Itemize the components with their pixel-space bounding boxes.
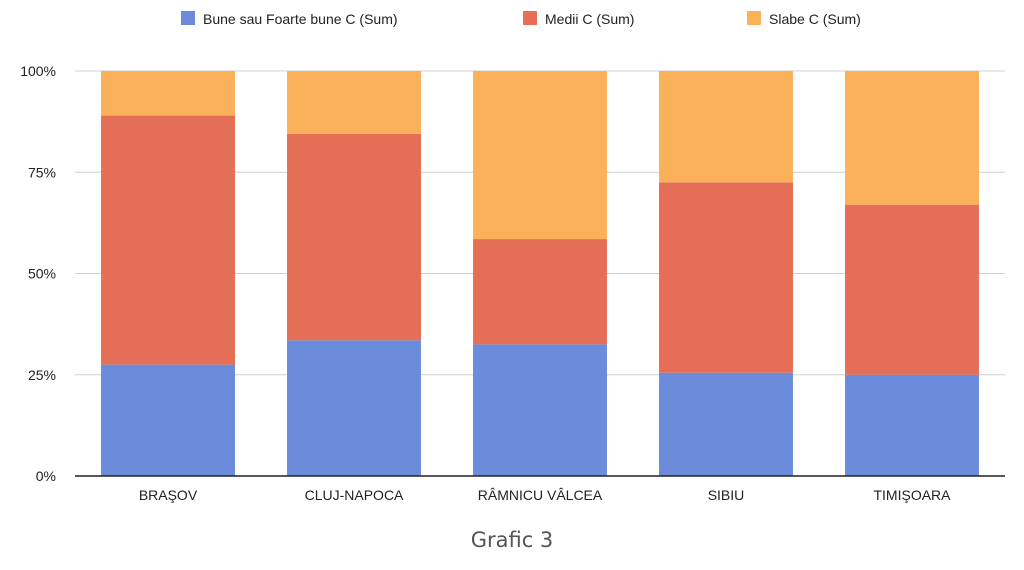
bar-segment-good bbox=[473, 344, 607, 476]
legend: Bune sau Foarte bune C (Sum) Medii C (Su… bbox=[181, 11, 861, 27]
figure-caption: Grafic 3 bbox=[470, 528, 554, 552]
y-tick-label: 50% bbox=[28, 266, 56, 282]
x-category-label: TIMIŞOARA bbox=[873, 487, 951, 503]
legend-swatch-weak bbox=[747, 11, 761, 25]
x-axis-category-labels: BRAŞOV CLUJ-NAPOCA RÂMNICU VÂLCEA SIBIU TIMI… bbox=[139, 487, 951, 503]
bar-segment-good bbox=[101, 364, 235, 476]
stacked-bar-chart: Bune sau Foarte bune C (Sum) Medii C (Su… bbox=[20, 11, 1005, 503]
y-tick-label: 100% bbox=[20, 63, 56, 79]
legend-item-good: Bune sau Foarte bune C (Sum) bbox=[181, 11, 398, 27]
legend-swatch-medium bbox=[523, 11, 537, 25]
legend-label-good: Bune sau Foarte bune C (Sum) bbox=[203, 11, 398, 27]
bar-segment-medium bbox=[845, 204, 979, 375]
x-category-label: CLUJ-NAPOCA bbox=[305, 487, 404, 503]
legend-label-medium: Medii C (Sum) bbox=[545, 11, 634, 27]
y-tick-label: 25% bbox=[28, 367, 56, 383]
y-axis-tick-labels: 0% 25% 50% 75% 100% bbox=[20, 63, 56, 484]
bar-segment-good bbox=[287, 340, 421, 476]
bar-segment-weak bbox=[287, 71, 421, 134]
legend-swatch-good bbox=[181, 11, 195, 25]
legend-item-weak: Slabe C (Sum) bbox=[747, 11, 861, 27]
legend-label-weak: Slabe C (Sum) bbox=[769, 11, 861, 27]
bar-segment-medium bbox=[473, 239, 607, 345]
bar-segment-good bbox=[659, 372, 793, 476]
x-category-label: BRAŞOV bbox=[139, 487, 198, 503]
bar-segment-weak bbox=[845, 71, 979, 205]
y-tick-label: 0% bbox=[36, 468, 56, 484]
bar-segment-medium bbox=[659, 182, 793, 373]
bar-segment-medium bbox=[101, 115, 235, 365]
bar-segment-weak bbox=[659, 71, 793, 183]
bars bbox=[101, 71, 979, 476]
bar-segment-medium bbox=[287, 133, 421, 341]
x-category-label: SIBIU bbox=[708, 487, 745, 503]
bar-segment-weak bbox=[101, 71, 235, 116]
y-tick-label: 75% bbox=[28, 164, 56, 180]
bar-segment-weak bbox=[473, 71, 607, 240]
legend-item-medium: Medii C (Sum) bbox=[523, 11, 634, 27]
x-category-label: RÂMNICU VÂLCEA bbox=[478, 487, 603, 503]
bar-segment-good bbox=[845, 374, 979, 476]
